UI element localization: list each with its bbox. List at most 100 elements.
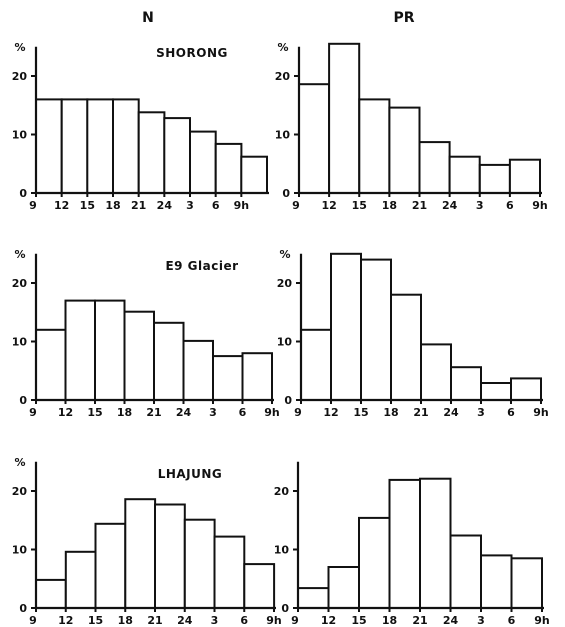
histogram-bar (112, 98, 140, 194)
x-tick-label: 15 (353, 406, 368, 419)
x-tick-label: 12 (58, 406, 73, 419)
histogram-bar (388, 106, 421, 194)
x-tick-label: 9h (532, 199, 548, 212)
histogram-panel-2: 0 10 20% 9 12 15 18 21 24 3 6 9h (275, 41, 548, 212)
x-tick-label: 24 (177, 614, 193, 627)
histogram-bar (214, 142, 243, 194)
histogram-bar (35, 98, 63, 194)
x-tick-label: 3 (477, 614, 485, 627)
histogram-bar (243, 563, 276, 609)
histogram-bar (358, 98, 391, 194)
histogram-bar (330, 252, 362, 402)
histogram-bar (94, 299, 126, 402)
x-tick-label: 12 (321, 199, 336, 212)
panel-title: SHORONG (156, 46, 228, 60)
histogram-bar (449, 534, 482, 609)
histogram-bar (298, 83, 331, 194)
x-tick-label: 15 (80, 199, 95, 212)
x-tick-label: 21 (147, 614, 162, 627)
x-tick-label: 15 (87, 406, 102, 419)
x-tick-label: 21 (412, 614, 427, 627)
x-tick-label: 6 (507, 406, 515, 419)
y-tick-label: 10 (277, 336, 293, 349)
histogram-bar (183, 518, 216, 610)
y-axis-unit-label: % (14, 456, 25, 469)
x-tick-label: 6 (239, 406, 247, 419)
histogram-bar (213, 535, 246, 609)
histogram-bar (420, 343, 452, 401)
y-tick-label: 20 (277, 277, 293, 290)
y-tick-label: 0 (281, 602, 289, 615)
x-tick-label: 15 (352, 199, 367, 212)
histogram-bar (448, 155, 481, 194)
x-tick-label: 9 (29, 406, 37, 419)
x-tick-label: 9 (292, 199, 300, 212)
histogram-bar (418, 141, 451, 195)
x-tick-label: 18 (382, 614, 397, 627)
x-tick-label: 21 (146, 406, 161, 419)
histogram-bar (360, 258, 392, 401)
y-tick-label: 10 (12, 544, 28, 557)
x-tick-label: 24 (176, 406, 192, 419)
histogram-bar (478, 163, 511, 194)
histogram-bar (390, 293, 422, 402)
x-tick-label: 3 (209, 406, 217, 419)
x-tick-label: 3 (476, 199, 484, 212)
histogram-panel-1: 0 10 20% 9 12 15 18 21 24 3 6 9h SHORONG (12, 41, 269, 212)
column-header-pr: PR (393, 10, 414, 26)
histogram-bar (300, 328, 332, 401)
histogram-bar (327, 566, 360, 609)
histogram-bar (137, 111, 166, 194)
column-header-n: N (142, 10, 154, 26)
y-tick-label: 20 (12, 277, 28, 290)
y-tick-label: 0 (284, 394, 292, 407)
x-tick-label: 9h (266, 614, 282, 627)
histogram-bar (35, 578, 67, 610)
x-tick-label: 3 (211, 614, 219, 627)
x-tick-label: 9 (29, 199, 37, 212)
x-tick-label: 9 (294, 406, 302, 419)
x-tick-label: 24 (443, 614, 459, 627)
histogram-bar (297, 587, 330, 609)
y-axis-unit-label: % (279, 248, 290, 261)
y-axis-unit-label: % (14, 248, 25, 261)
x-tick-label: 9 (29, 614, 37, 627)
x-tick-label: 12 (321, 614, 336, 627)
x-tick-label: 6 (240, 614, 248, 627)
y-tick-label: 10 (12, 336, 28, 349)
panel-title: E9 Glacier (165, 259, 238, 273)
histogram-bar (94, 522, 127, 609)
y-tick-label: 20 (275, 70, 291, 83)
histogram-panel-4: 0 10 20% 9 12 15 18 21 24 3 6 9h (277, 248, 549, 419)
x-tick-label: 3 (477, 406, 485, 419)
histogram-bar (241, 352, 273, 402)
x-tick-label: 18 (117, 406, 132, 419)
histogram-bar (182, 339, 214, 401)
histogram-bar (163, 117, 192, 194)
y-axis-unit-label: % (277, 41, 288, 54)
histogram-bar (124, 498, 157, 610)
x-tick-label: 18 (382, 199, 397, 212)
x-tick-label: 15 (351, 614, 366, 627)
histogram-bar (153, 321, 185, 401)
x-tick-label: 9h (533, 406, 549, 419)
histogram-bar (388, 478, 421, 609)
y-tick-label: 0 (19, 394, 27, 407)
histogram-bar (480, 382, 512, 401)
y-tick-label: 10 (275, 129, 291, 142)
x-tick-label: 24 (157, 199, 173, 212)
x-tick-label: 24 (442, 199, 458, 212)
chart-panels: 0 10 20% 9 12 15 18 21 24 3 6 9h SHORONG 0 10 20% 9 12 15 1… (12, 41, 550, 627)
x-tick-label: 6 (212, 199, 220, 212)
histogram-bar (212, 355, 244, 402)
histogram-bar (240, 155, 269, 194)
y-axis-unit-label: % (14, 41, 25, 54)
x-tick-label: 24 (443, 406, 459, 419)
y-tick-label: 20 (274, 485, 290, 498)
histogram-bar (123, 310, 155, 402)
histogram-bar (86, 98, 115, 194)
histogram-bar (60, 98, 89, 194)
panel-title: LHAJUNG (158, 467, 223, 481)
y-tick-label: 10 (12, 129, 28, 142)
